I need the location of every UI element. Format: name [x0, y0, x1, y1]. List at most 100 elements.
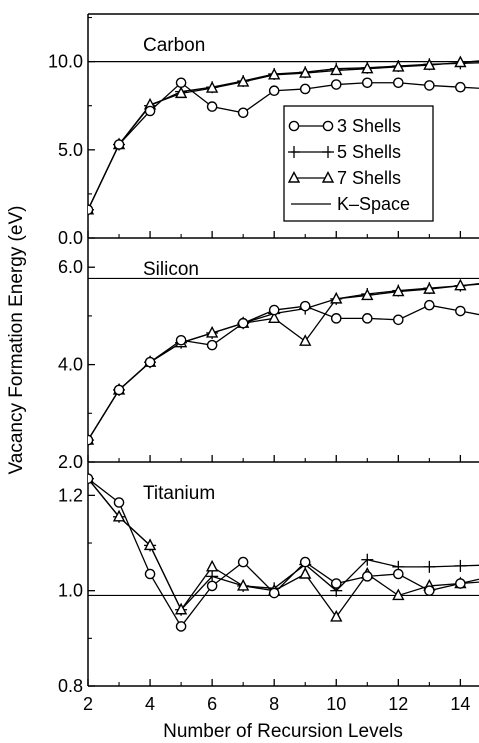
legend-marker-left: [287, 170, 301, 183]
point-3-shells-shape: [299, 556, 311, 568]
point-3-shells-shape: [299, 83, 311, 95]
legend-entry: 7 Shells: [287, 168, 401, 188]
x-tick-label: 12: [388, 694, 408, 714]
legend-label: 3 Shells: [337, 116, 401, 136]
point-3-shells-shape: [113, 497, 125, 508]
point-7-shells-shape: [330, 63, 343, 76]
point-7-shells: [299, 334, 312, 346]
point-7-shells: [112, 509, 126, 522]
legend-marker-right-shape: [322, 120, 334, 132]
point-3-shells-shape: [330, 578, 342, 589]
point-3-shells: [361, 571, 373, 582]
point-3-shells: [361, 77, 373, 89]
point-3-shells-shape: [144, 356, 156, 368]
point-7-shells-shape: [361, 288, 374, 301]
point-3-shells: [206, 339, 218, 351]
point-3-shells: [268, 587, 280, 599]
y-tick-label: 6.0: [58, 257, 83, 277]
point-3-shells: [299, 300, 311, 312]
legend-marker-right: [322, 120, 334, 132]
point-7-shells-shape: [205, 325, 219, 338]
point-3-shells: [393, 568, 404, 580]
point-7-shells: [330, 291, 343, 304]
legend-label: 7 Shells: [337, 168, 401, 188]
point-3-shells-shape: [175, 334, 187, 346]
point-5-shells: [454, 559, 467, 572]
point-7-shells-shape: [392, 284, 405, 297]
point-7-shells-shape: [143, 538, 157, 551]
panel-title: Silicon: [143, 259, 199, 280]
y-tick-label: 0.8: [58, 676, 83, 696]
plot-layer: 0.0 5.0 10.0 Carbon 2.0 4.0 6.0 Silicon 0.8 1.0 1.…: [48, 13, 479, 714]
point-7-shells-shape: [423, 58, 436, 70]
point-7-shells: [268, 67, 281, 80]
point-7-shells: [454, 278, 467, 291]
point-3-shells: [237, 556, 249, 568]
legend-marker-right: [321, 170, 335, 183]
point-3-shells: [361, 313, 373, 324]
point-3-shells-shape: [424, 299, 435, 311]
x-axis-label: Number of Recursion Levels: [163, 721, 403, 742]
point-7-shells: [205, 325, 219, 338]
legend-box: [283, 105, 434, 222]
point-3-shells: [88, 473, 94, 484]
point-7-shells: [205, 81, 219, 93]
point-7-shells-shape: [112, 509, 126, 522]
point-5-shells: [361, 553, 374, 566]
point-7-shells-shape: [330, 291, 343, 304]
point-7-shells-shape: [454, 278, 467, 291]
point-7-shells: [174, 602, 188, 615]
point-3-shells: [299, 83, 311, 95]
point-7-shells: [392, 284, 405, 297]
legend-marker-left-shape: [288, 120, 300, 132]
y-tick-label: 2.0: [58, 452, 83, 472]
point-7-shells: [330, 609, 343, 622]
point-7-shells: [143, 538, 157, 551]
legend-label: 5 Shells: [337, 142, 401, 162]
point-3-shells-shape: [237, 107, 249, 119]
point-3-shells-shape: [330, 313, 342, 324]
point-7-shells: [268, 311, 281, 324]
point-7-shells: [236, 578, 250, 591]
point-3-shells: [88, 434, 94, 446]
point-7-shells-shape: [454, 55, 467, 68]
point-7-shells: [454, 55, 467, 68]
point-3-shells-shape: [206, 580, 218, 592]
point-3-shells-shape: [455, 81, 466, 93]
point-3-shells-shape: [88, 434, 94, 446]
legend-marker-right-shape: [321, 170, 335, 183]
point-5-shells: [423, 560, 436, 573]
point-3-shells-shape: [175, 621, 187, 632]
point-7-shells: [361, 61, 374, 74]
point-3-shells: [424, 80, 435, 91]
y-tick-label: 4.0: [58, 355, 83, 375]
panel-title: Titanium: [143, 483, 215, 504]
point-3-shells-shape: [113, 384, 125, 396]
point-3-shells-shape: [206, 339, 218, 351]
point-3-shells-shape: [299, 300, 311, 312]
point-7-shells-shape: [205, 559, 219, 572]
legend-entry: 3 Shells: [288, 116, 401, 136]
point-3-shells: [330, 313, 342, 324]
point-7-shells: [423, 282, 436, 294]
point-3-shells-shape: [455, 305, 466, 317]
point-7-shells-shape: [174, 602, 188, 615]
point-3-shells-shape: [268, 85, 280, 97]
x-tick-label: 2: [83, 694, 93, 714]
point-3-shells: [455, 81, 466, 93]
series-group: [88, 471, 479, 632]
point-7-shells-shape: [299, 66, 312, 78]
point-3-shells: [424, 299, 435, 311]
point-3-shells: [299, 556, 311, 568]
series-line-7-shells: [88, 60, 479, 211]
x-tick-label: 6: [207, 694, 217, 714]
point-3-shells-shape: [144, 105, 156, 117]
legend-entry: 5 Shells: [288, 142, 401, 162]
point-3-shells-shape: [268, 587, 280, 599]
y-tick-label: 5.0: [58, 140, 83, 160]
point-7-shells-shape: [205, 81, 219, 93]
point-3-shells-shape: [175, 77, 187, 89]
point-3-shells-shape: [330, 79, 342, 90]
point-3-shells: [268, 304, 280, 316]
